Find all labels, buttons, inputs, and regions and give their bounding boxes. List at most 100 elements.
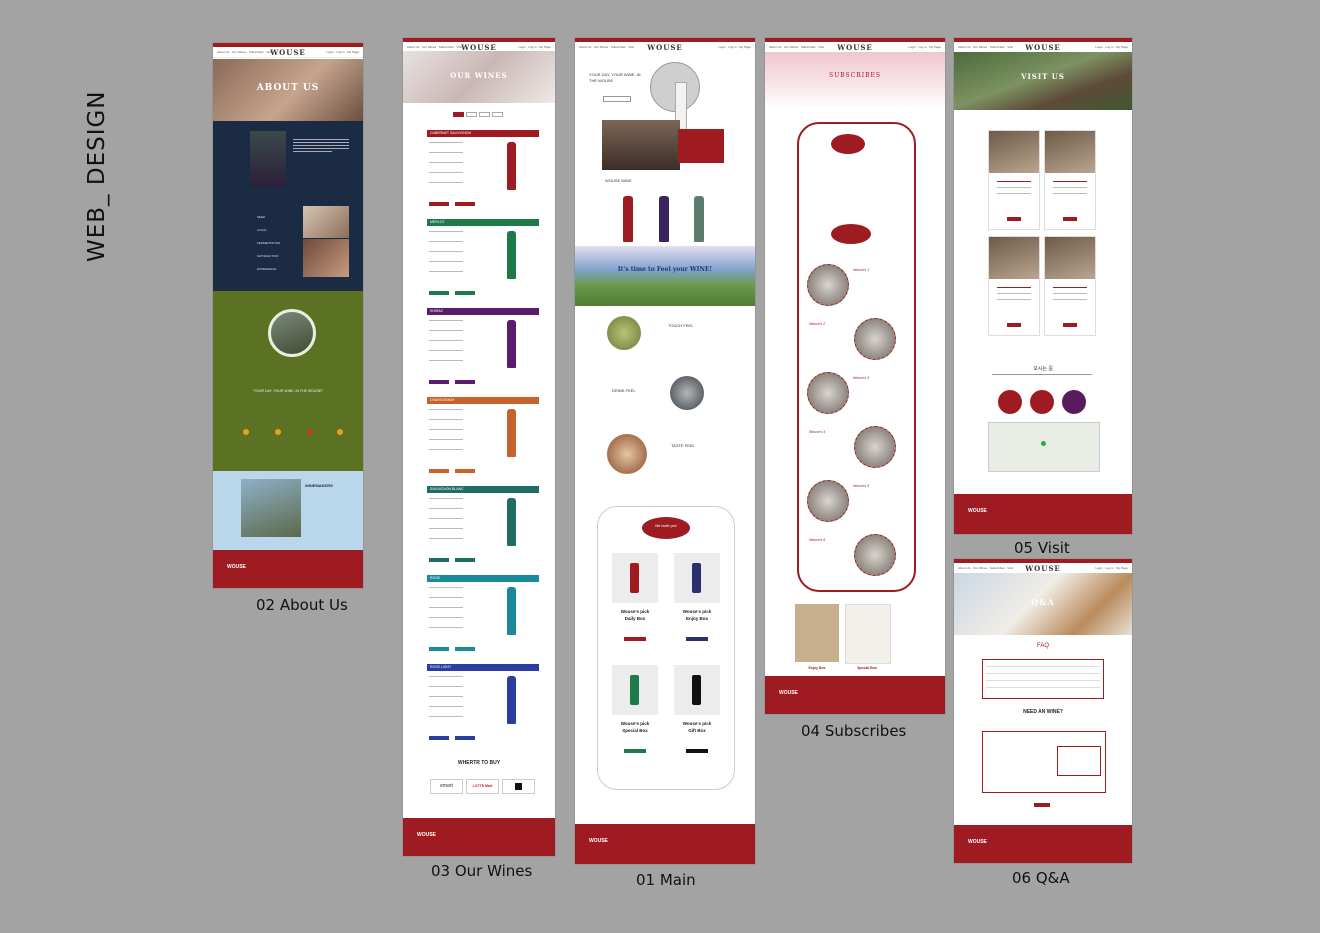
wine-section: MERLOT (427, 219, 539, 303)
nav-links[interactable]: About Us · Our Wines · Subscribes · Visi… (958, 45, 1013, 49)
about-list: SEED LOCAL FERMENTATION SATISFACTION EXP… (257, 211, 280, 276)
logo[interactable]: WOUSE (270, 48, 306, 57)
wine-button[interactable] (429, 291, 449, 295)
wines-hero-title: OUR WINES (450, 71, 508, 80)
about-text (293, 137, 349, 154)
sub-box-label-2: Special Box (857, 666, 877, 670)
wine-bottle (507, 587, 516, 635)
sub-box-2[interactable] (845, 604, 891, 664)
footer-logo: WOUSE (968, 839, 987, 845)
visit-card[interactable] (988, 130, 1040, 230)
sub-box-1[interactable] (795, 604, 839, 662)
box-card[interactable]: Wouse's pick Gift Box (674, 665, 720, 765)
logo[interactable]: WOUSE (1025, 564, 1061, 573)
logo[interactable]: WOUSE (837, 43, 873, 52)
box-button[interactable] (686, 749, 708, 753)
nav-right[interactable]: Login · Log in · My Page (718, 45, 751, 49)
nav-links[interactable]: About Us · Our Wines · Subscribes · Visi… (958, 566, 1013, 570)
box-card[interactable]: Wouse's pick Enjoy Box (674, 553, 720, 653)
wine-button[interactable] (455, 647, 475, 651)
wine-button[interactable] (455, 291, 475, 295)
collage-photo-1 (303, 206, 349, 238)
info-circle-1 (998, 390, 1022, 414)
box-name: Special Box (622, 728, 648, 733)
wine-button[interactable] (429, 202, 449, 206)
visit-card[interactable] (988, 236, 1040, 336)
wine-button[interactable] (429, 380, 449, 384)
footer: WOUSE (575, 824, 755, 864)
step-photo (854, 426, 896, 468)
logo[interactable]: WOUSE (647, 43, 683, 52)
wine-button[interactable] (429, 469, 449, 473)
winemaker-photo (241, 479, 301, 537)
logo[interactable]: WOUSE (461, 43, 497, 52)
subscribes-hero: SUBSCRIBES (765, 52, 945, 108)
box-card[interactable]: Wouse's pick Special Box (612, 665, 658, 765)
nav-right[interactable]: Login · Log in · My Page (908, 45, 941, 49)
nav-links[interactable]: About Us · Our Wines · Subscribes · Visi… (217, 50, 272, 54)
box-button[interactable] (686, 637, 708, 641)
nav-links[interactable]: About Us · Our Wines · Subscribes · Visi… (579, 45, 634, 49)
map[interactable] (988, 422, 1100, 472)
caption-qa: 06 Q&A (1012, 869, 1070, 887)
nav-links[interactable]: About Us · Our Wines · Subscribes · Visi… (407, 45, 462, 49)
nav-right[interactable]: Login · Log in · My Page (1095, 45, 1128, 49)
sub-box-label-1: Enjoy Box (808, 666, 826, 670)
store-lotte[interactable]: LOTTE Mart (466, 779, 499, 794)
step-photo (807, 264, 849, 306)
visit-button[interactable] (1007, 323, 1021, 327)
box-name: Daily Box (624, 616, 646, 621)
wine-button[interactable] (455, 736, 475, 740)
wine-tabs[interactable] (453, 112, 505, 117)
wine-section: ROSE LIGHT (427, 664, 539, 748)
box-button[interactable] (624, 637, 646, 641)
feel-title-3: TASTE FEEL (671, 443, 695, 448)
footer: WOUSE (765, 676, 945, 714)
step-label: Wouse's 4 (809, 430, 826, 434)
caption-main: 01 Main (636, 871, 696, 889)
feel-banner-text: It's time to Feel your WINE! (617, 266, 713, 273)
logo[interactable]: WOUSE (1025, 43, 1061, 52)
top-strip (213, 43, 363, 47)
nav-right[interactable]: Login · Log in · My Page (1095, 566, 1128, 570)
nav-links[interactable]: About Us · Our Wines · Subscribes · Visi… (769, 45, 824, 49)
visit-button[interactable] (1007, 217, 1021, 221)
contact-form[interactable] (982, 731, 1106, 793)
box-button[interactable] (624, 749, 646, 753)
wine-button[interactable] (455, 469, 475, 473)
hero-button[interactable] (603, 96, 631, 102)
round-photo (268, 309, 316, 357)
footer-logo: WOUSE (968, 508, 987, 514)
nav-right[interactable]: Login · Log in · My Page (518, 45, 551, 49)
wine-button[interactable] (429, 647, 449, 651)
box-name: Enjoy Box (685, 616, 708, 621)
visit-button[interactable] (1063, 323, 1077, 327)
wine-button[interactable] (455, 380, 475, 384)
box-card[interactable]: Wouse's pick Daily Box (612, 553, 658, 653)
faq-list (982, 659, 1104, 699)
wine-button[interactable] (455, 202, 475, 206)
footer: WOUSE (403, 818, 555, 856)
wine-bottle (507, 231, 516, 279)
wine-button[interactable] (429, 558, 449, 562)
nav-right[interactable]: Login · Log in · My Page (326, 50, 359, 54)
store-emart[interactable]: emart (430, 779, 463, 794)
list-item: LOCAL (257, 228, 267, 232)
box-pick: Wouse's pick (620, 721, 650, 726)
bottle-green (694, 196, 704, 242)
visit-card[interactable] (1044, 130, 1096, 230)
qa-hero-title: Q&A (1031, 597, 1055, 607)
visit-card[interactable] (1044, 236, 1096, 336)
visit-button[interactable] (1063, 217, 1077, 221)
step-photo (807, 480, 849, 522)
submit-button[interactable] (1034, 803, 1050, 807)
footer: WOUSE (954, 494, 1132, 534)
wine-button[interactable] (455, 558, 475, 562)
wine-label: WOUSE WINE (605, 178, 632, 183)
wine-section: ROSE (427, 575, 539, 659)
subscribes-board: About Us · Our Wines · Subscribes · Visi… (765, 38, 945, 714)
feel-photo-2 (670, 376, 704, 410)
wine-section: CABERNET SAUVIGNON (427, 130, 539, 214)
wine-button[interactable] (429, 736, 449, 740)
store-logo-3[interactable] (502, 779, 535, 794)
